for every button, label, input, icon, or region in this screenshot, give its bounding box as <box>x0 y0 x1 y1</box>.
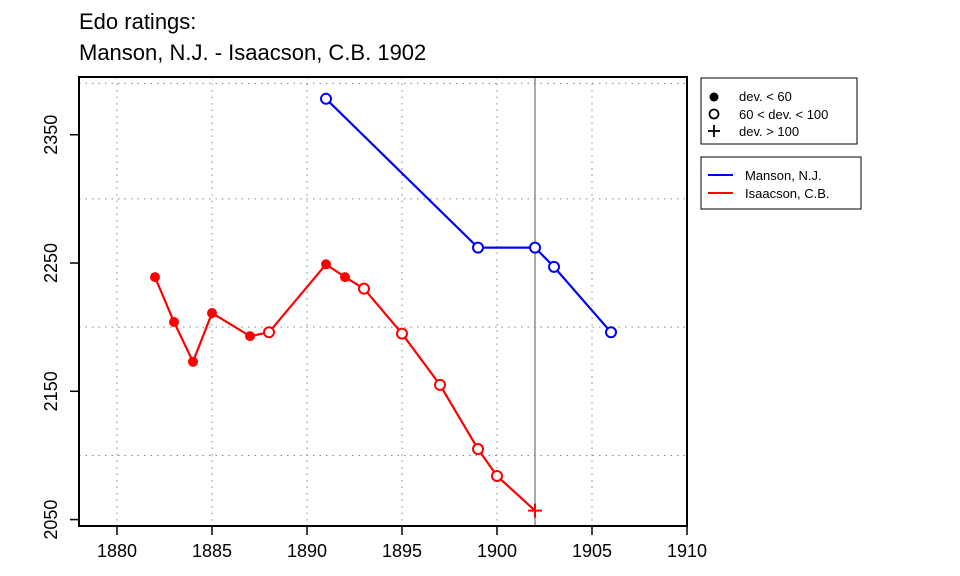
y-tick-label-2350: 2350 <box>41 115 61 155</box>
x-axis: 1880 1885 1890 1895 1900 1905 1910 <box>97 525 707 561</box>
legend-open-circle-icon <box>708 108 720 120</box>
legend-markers: dev. < 60 60 < dev. < 100 dev. > 100 <box>700 77 858 145</box>
series-1-point-1 <box>169 317 179 328</box>
series-layer <box>150 92 617 518</box>
series-0-point-2 <box>529 241 541 254</box>
chart-title: Edo ratings: <box>79 9 196 34</box>
series-0-point-0 <box>320 92 332 105</box>
legend-series-box <box>700 156 862 210</box>
y-tick-label-2150: 2150 <box>41 371 61 411</box>
series-1-point-11 <box>472 443 484 456</box>
y-tick-label-2250: 2250 <box>41 243 61 283</box>
series-line-0 <box>325 98 612 334</box>
legend-plus-icon <box>708 125 720 137</box>
series-1-point-3 <box>207 308 217 319</box>
legend-series-label-1: Isaacson, C.B. <box>745 186 830 201</box>
legend-marker-label-2: dev. > 100 <box>739 124 799 139</box>
y-axis: 2050 2150 2250 2350 <box>41 115 80 540</box>
chart-subtitle: Manson, N.J. - Isaacson, C.B. 1902 <box>79 40 426 65</box>
x-tick-label-1880: 1880 <box>97 541 137 561</box>
x-tick-label-1885: 1885 <box>192 541 232 561</box>
series-line-1 <box>153 262 536 512</box>
x-tick-label-1905: 1905 <box>572 541 612 561</box>
legend-series-label-0: Manson, N.J. <box>745 168 822 183</box>
series-1-point-6 <box>321 259 331 270</box>
x-tick-label-1910: 1910 <box>667 541 707 561</box>
series-1-point-12 <box>491 469 503 482</box>
series-1-point-4 <box>245 331 255 342</box>
series-1-point-7 <box>340 272 350 283</box>
x-tick-label-1890: 1890 <box>287 541 327 561</box>
series-1-point-0 <box>150 272 160 283</box>
series-1-point-5 <box>263 326 275 339</box>
grid-lines <box>79 77 687 526</box>
series-0-point-1 <box>472 241 484 254</box>
plot-frame <box>78 76 688 527</box>
legend-markers-box <box>700 77 858 145</box>
x-tick-label-1900: 1900 <box>477 541 517 561</box>
series-1-point-2 <box>188 356 198 367</box>
y-tick-label-2050: 2050 <box>41 500 61 540</box>
series-0-point-3 <box>548 260 560 273</box>
legend-marker-label-1: 60 < dev. < 100 <box>739 107 828 122</box>
series-1-point-8 <box>358 282 370 295</box>
legend-marker-label-0: dev. < 60 <box>739 89 792 104</box>
series-1-point-9 <box>396 327 408 340</box>
series-1-point-10 <box>434 378 446 391</box>
legend-filled-circle-icon <box>709 92 719 102</box>
x-tick-label-1895: 1895 <box>382 541 422 561</box>
series-1-point-13 <box>528 503 542 518</box>
series-0-point-4 <box>605 326 617 339</box>
legend-series: Manson, N.J. Isaacson, C.B. <box>700 156 862 210</box>
